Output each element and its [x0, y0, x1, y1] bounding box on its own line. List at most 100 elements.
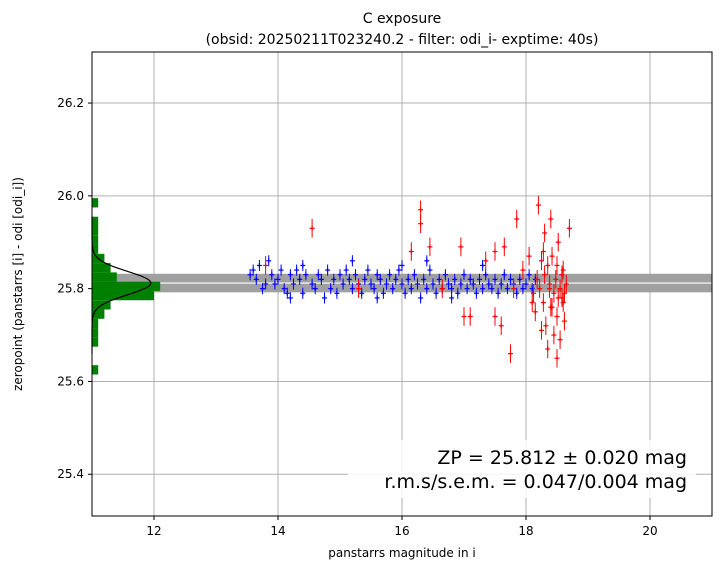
- rejected-star-point: [554, 307, 560, 326]
- rejected-star-point: [427, 237, 433, 257]
- used-star-point: [514, 287, 520, 299]
- rejected-star-point: [542, 265, 548, 284]
- used-star-point: [455, 287, 461, 299]
- used-star-point: [418, 292, 424, 304]
- used-star-point: [297, 273, 303, 285]
- y-tick-label: 25.6: [57, 374, 84, 388]
- histogram-bar: [92, 263, 111, 273]
- used-star-point: [399, 259, 405, 272]
- rejected-star-point: [559, 265, 565, 284]
- used-star-point: [269, 269, 275, 281]
- rejected-star-point: [508, 344, 513, 363]
- used-star-point: [303, 269, 309, 281]
- rejected-star-point: [540, 242, 546, 261]
- y-tick-label: 26.0: [57, 189, 84, 203]
- rejected-star-point: [549, 246, 555, 266]
- histogram-bar: [92, 226, 99, 236]
- rejected-star-point: [529, 293, 535, 312]
- used-star-point: [334, 287, 340, 299]
- used-star-point: [315, 269, 321, 281]
- used-star-point: [266, 255, 272, 267]
- used-star-point: [504, 283, 510, 295]
- rejected-star-point: [483, 251, 489, 271]
- used-star-point: [498, 278, 504, 290]
- rejected-star-point: [537, 279, 543, 298]
- used-star-point: [318, 273, 324, 285]
- used-star-point: [526, 269, 532, 281]
- x-tick-label: 12: [146, 524, 161, 538]
- rejected-star-point: [309, 219, 315, 238]
- used-star-point: [353, 269, 358, 281]
- rejected-star-point: [548, 209, 554, 229]
- used-star-point: [480, 283, 486, 295]
- used-star-point: [380, 287, 386, 299]
- y-axis-label: zeropoint (panstarrs [i] - odi [odi_i]): [11, 177, 25, 391]
- used-star-point: [377, 273, 383, 285]
- histogram-bar: [92, 337, 99, 347]
- used-star-point: [442, 269, 448, 281]
- rejected-star-point: [263, 256, 269, 275]
- rejected-star-point: [501, 237, 507, 257]
- used-star-point: [415, 278, 420, 290]
- used-star-point: [520, 283, 526, 295]
- rejected-star-point: [539, 321, 544, 340]
- used-star-point: [464, 283, 470, 295]
- x-tick-label: 18: [518, 524, 533, 538]
- rejected-star-point: [554, 256, 560, 275]
- histogram-layer: [91, 198, 161, 375]
- used-star-point: [458, 278, 464, 290]
- rejected-star-point: [461, 307, 467, 326]
- rejected-star-point: [561, 311, 567, 331]
- used-star-point: [449, 292, 455, 304]
- used-star-point: [291, 278, 296, 290]
- rejected-star-point: [566, 219, 572, 238]
- used-star-point: [396, 264, 402, 276]
- used-star-point: [294, 264, 300, 276]
- x-tick-label: 20: [642, 524, 657, 538]
- rejected-star-point: [547, 274, 553, 294]
- used-star-point: [247, 269, 253, 281]
- used-star-point: [349, 255, 355, 267]
- used-star-point: [436, 273, 442, 285]
- histogram-bar: [92, 328, 99, 338]
- rejected-star-point: [549, 297, 555, 317]
- rejected-star-point: [514, 209, 520, 229]
- histogram-bar: [92, 281, 161, 291]
- x-axis-label: panstarrs magnitude in i: [328, 546, 475, 560]
- rejected-star-point: [551, 284, 557, 303]
- rejected-star-point: [553, 270, 559, 289]
- used-star-point: [309, 278, 315, 290]
- used-star-point: [430, 278, 436, 290]
- used-star-point: [374, 292, 380, 304]
- rms-annotation: r.m.s/s.e.m. = 0.047/0.004 mag: [384, 471, 687, 493]
- rejected-star-point: [532, 302, 538, 322]
- rejected-star-point: [543, 316, 549, 336]
- rejected-star-point: [555, 288, 561, 308]
- used-star-point: [517, 273, 523, 285]
- used-star-point: [328, 283, 334, 295]
- used-star-point: [256, 259, 262, 272]
- y-tick-label: 26.2: [57, 96, 84, 110]
- rejected-star-point: [492, 242, 498, 261]
- used-star-point: [349, 283, 355, 295]
- rejected-star-point: [542, 223, 548, 243]
- rejected-star-point: [557, 330, 563, 349]
- used-star-point: [384, 278, 389, 290]
- chart-title-line1: C exposure: [363, 11, 442, 27]
- used-star-point: [408, 283, 414, 295]
- histogram-bar: [92, 235, 99, 245]
- x-tick-label: 14: [270, 524, 285, 538]
- used-star-point: [331, 273, 337, 285]
- used-star-point: [272, 278, 278, 290]
- histogram-bar: [92, 309, 105, 319]
- used-star-point: [421, 273, 427, 285]
- rejected-star-point: [458, 237, 464, 257]
- used-star-point: [461, 269, 467, 281]
- histogram-bar: [92, 244, 99, 254]
- used-star-point: [359, 287, 365, 299]
- used-star-point: [480, 259, 486, 272]
- used-star-point: [446, 278, 451, 290]
- used-star-point: [477, 273, 482, 285]
